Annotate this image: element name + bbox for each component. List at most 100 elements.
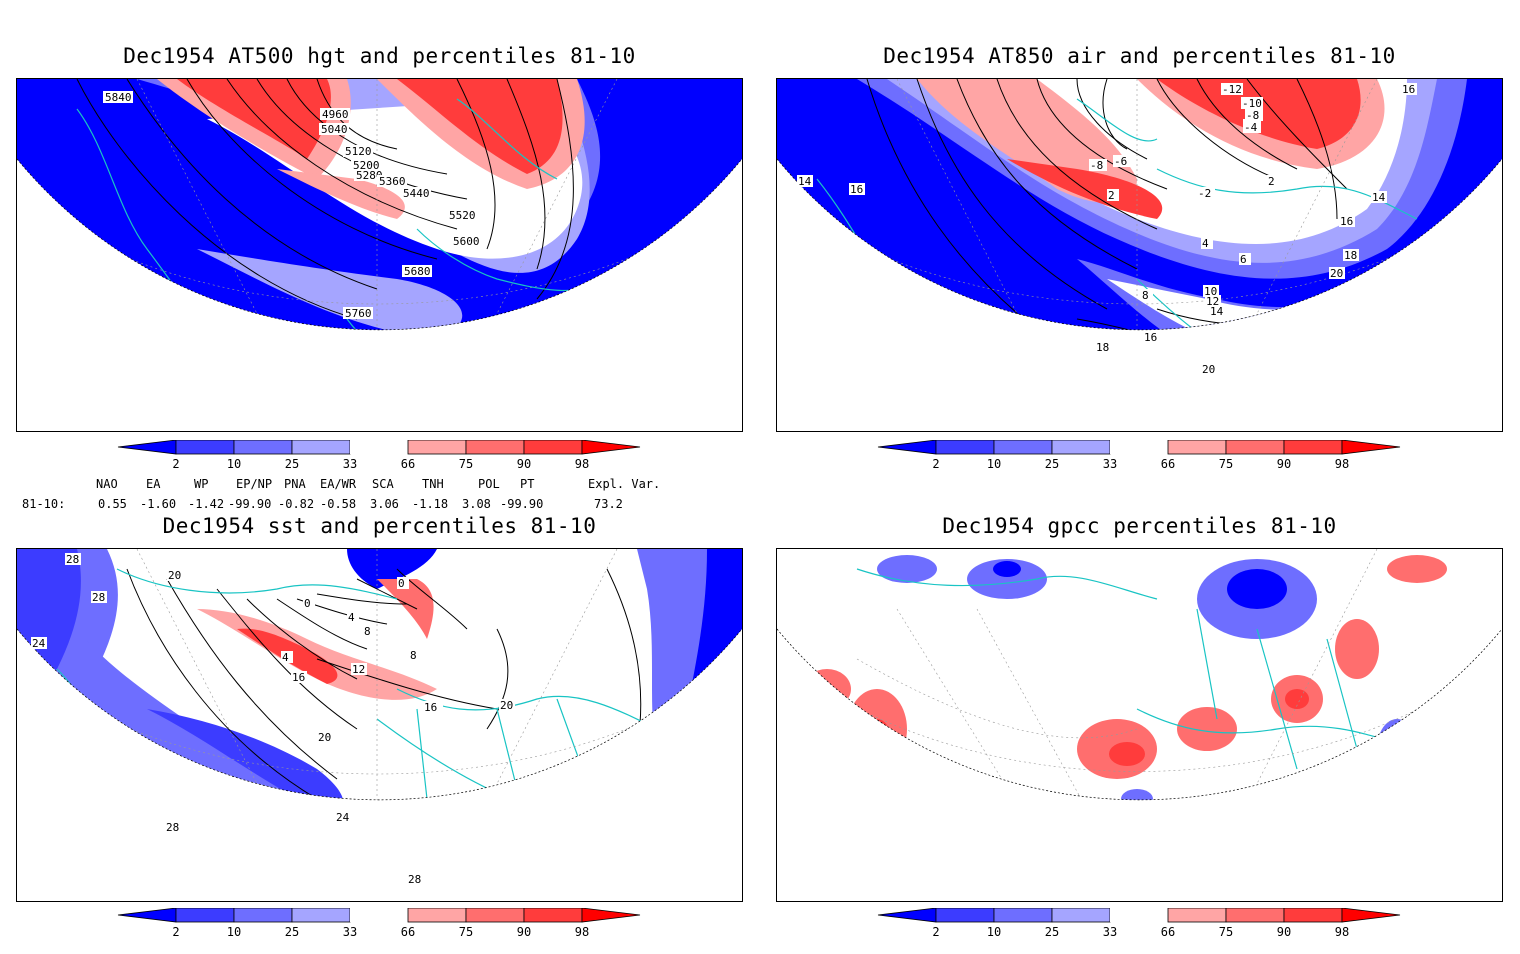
- colorbar-segment: [175, 440, 235, 455]
- colorbar-segment: [1341, 440, 1401, 455]
- panel-title-hgt500: Dec1954 AT500 hgt and percentiles 81-10: [123, 44, 636, 68]
- contour-label: 12: [1206, 295, 1219, 308]
- index-value: -99.90: [228, 497, 272, 511]
- colorbar-segment: [407, 440, 467, 455]
- contour-label: 5840: [105, 91, 132, 104]
- colorbar-tick-label: 2: [932, 925, 939, 938]
- contour-label: 20: [1202, 363, 1215, 376]
- colorbar-segment: [291, 908, 351, 923]
- index-value: 3.06: [370, 497, 399, 511]
- colorbar-tick-label: 33: [343, 457, 357, 470]
- contour-label: 16: [1340, 215, 1353, 228]
- contour-labels-hgt500: 5840 4960 5040 5120 5200 5280 5360 5440 …: [103, 91, 481, 320]
- contour-label: -8: [1246, 109, 1259, 122]
- contour-label: 16: [850, 183, 863, 196]
- contour-label: -4: [1244, 121, 1258, 134]
- contour-label: 2: [1268, 175, 1275, 188]
- index-value: -1.60: [140, 497, 177, 511]
- colorbar-segment: [291, 440, 351, 455]
- colorbar-segment: [350, 908, 408, 922]
- contour-label: 2: [1108, 189, 1115, 202]
- contour-label: 16: [1144, 331, 1157, 344]
- colorbar-segment: [1225, 908, 1285, 923]
- contour-label: 16: [292, 671, 305, 684]
- colorbar-tick-label: 66: [401, 457, 415, 470]
- colorbar-segment: [581, 440, 641, 455]
- colorbar-segment: [175, 908, 235, 923]
- contour-label: 18: [1344, 249, 1357, 262]
- contour-label: 5120: [345, 145, 372, 158]
- index-value: 73.2: [594, 497, 623, 511]
- index-table: NAO EA WP EP/NP PNA EA/WR SCA TNH POL PT…: [22, 474, 722, 516]
- index-value: -0.58: [320, 497, 357, 511]
- index-value: -0.82: [278, 497, 315, 511]
- index-value: 3.08: [462, 497, 491, 511]
- colorbar-segment: [1051, 440, 1111, 455]
- index-header-sca: SCA: [372, 477, 394, 491]
- map-panel-sst: 28 28 24 20 0 0 4 4 8 8 12 16 16 20 20 2…: [16, 548, 743, 902]
- colorbar-tick-label: 10: [987, 457, 1001, 470]
- contour-label: -6: [1114, 155, 1127, 168]
- contour-label: 8: [1142, 289, 1149, 302]
- contour-label: 28: [166, 821, 179, 834]
- colorbar-tick-label: 33: [1103, 925, 1117, 938]
- contour-label: 5440: [403, 187, 430, 200]
- colorbar-segment: [523, 440, 583, 455]
- contour-label: 4: [348, 611, 355, 624]
- contour-label: 16: [1402, 83, 1415, 96]
- colorbar-tick-label: 66: [401, 925, 415, 938]
- colorbar-tick-label: 90: [517, 457, 531, 470]
- contour-label: 5360: [379, 175, 406, 188]
- contour-label: 24: [336, 811, 350, 824]
- colorbar-tick-label: 75: [1219, 457, 1233, 470]
- contour-label: -2: [1198, 187, 1211, 200]
- contour-label: 5600: [453, 235, 480, 248]
- contour-label: 14: [1210, 305, 1224, 318]
- index-value: -1.18: [412, 497, 449, 511]
- colorbar-segment: [465, 440, 525, 455]
- contour-label: -10: [1242, 97, 1262, 110]
- contour-label: 0: [398, 577, 405, 590]
- contour-label: 8: [364, 625, 371, 638]
- contour-label: 12: [352, 663, 365, 676]
- contour-label: 6: [1240, 253, 1247, 266]
- index-header-ea: EA: [146, 477, 161, 491]
- contour-label: 18: [1096, 341, 1109, 354]
- contour-label: -12: [1222, 83, 1242, 96]
- colorbar-segment: [1167, 908, 1227, 923]
- contour-label: 10: [1204, 285, 1217, 298]
- contour-label: 24: [32, 637, 46, 650]
- contour-label: 28: [408, 873, 421, 886]
- colorbar-segment: [877, 908, 937, 923]
- colorbar-segment: [993, 908, 1053, 923]
- contour-label: 5200: [353, 159, 380, 172]
- map-panel-hgt500: 5840 4960 5040 5120 5200 5280 5360 5440 …: [16, 78, 743, 432]
- contour-label: 16: [424, 701, 437, 714]
- colorbar-tick-label: 25: [1045, 925, 1059, 938]
- colorbar-tick-label: 2: [172, 925, 179, 938]
- contour-labels-sst: 28 28 24 20 0 0 4 4 8 8 12 16 16 20 20 2…: [31, 553, 515, 886]
- colorbar-segment: [1283, 908, 1343, 923]
- panel-title-gpcc: Dec1954 gpcc percentiles 81-10: [942, 514, 1337, 538]
- colorbar-top-right: 2 10 25 33 66 75 90 98: [877, 440, 1401, 470]
- colorbar-tick-label: 10: [227, 457, 241, 470]
- index-value: -99.90: [500, 497, 544, 511]
- index-header-nao: NAO: [96, 477, 118, 491]
- index-header-explvar: Expl. Var.: [588, 477, 661, 491]
- contour-label: 4: [1202, 237, 1209, 250]
- colorbar-segment: [1225, 440, 1285, 455]
- colorbar-segment: [1051, 908, 1111, 923]
- colorbar-segment: [233, 908, 293, 923]
- colorbar-tick-label: 98: [575, 457, 589, 470]
- colorbar-tick-label: 25: [1045, 457, 1059, 470]
- colorbar-segment: [1110, 908, 1168, 922]
- colorbar-segment: [233, 440, 293, 455]
- colorbar-segment: [993, 440, 1053, 455]
- colorbar-tick-label: 75: [1219, 925, 1233, 938]
- index-header-wp: WP: [194, 477, 209, 491]
- colorbar-tick-label: 2: [172, 457, 179, 470]
- colorbar-bottom-left: 2 10 25 33 66 75 90 98: [117, 908, 641, 938]
- colorbar-segment: [935, 908, 995, 923]
- colorbar-tick-label: 2: [932, 457, 939, 470]
- colorbar-segment: [1110, 440, 1168, 454]
